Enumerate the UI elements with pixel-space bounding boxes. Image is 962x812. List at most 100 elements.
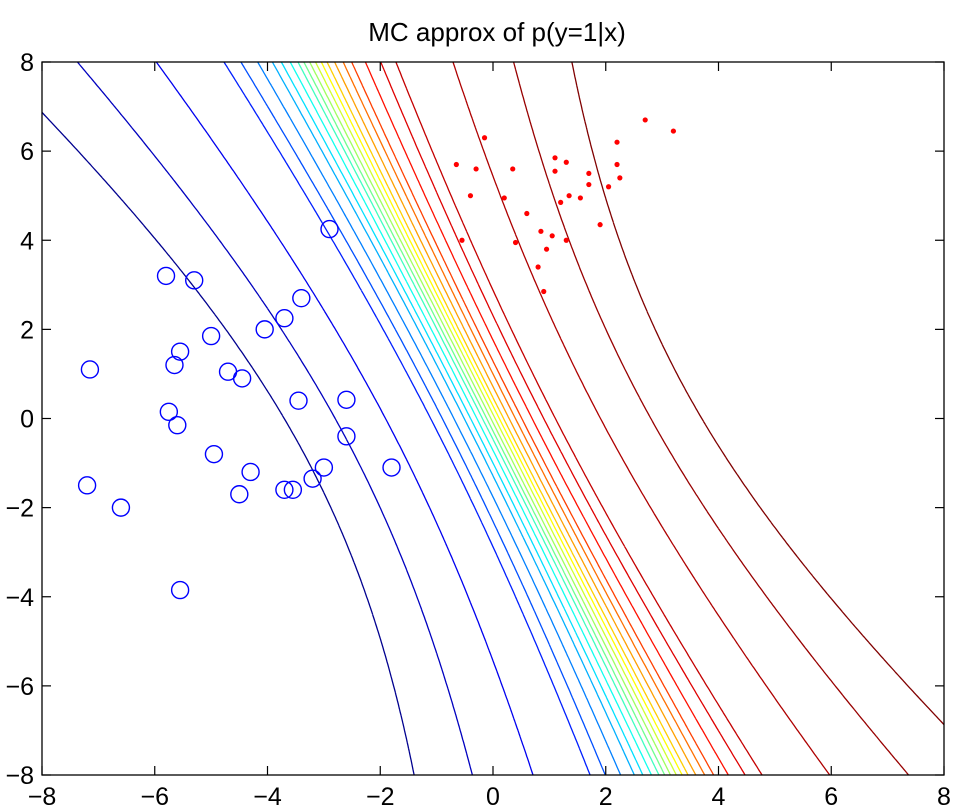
contour-level <box>309 62 672 775</box>
class-1-point <box>563 159 569 165</box>
contour-level <box>395 62 763 775</box>
contour-level <box>42 111 415 775</box>
class-1-point <box>597 222 603 228</box>
y-tick-label: 4 <box>20 227 34 255</box>
contour-level <box>334 62 697 775</box>
y-tick-label: 0 <box>20 406 34 434</box>
class-0-point <box>159 402 179 422</box>
y-tick-label: −2 <box>5 495 34 523</box>
contour-level <box>240 62 606 775</box>
class-1-point <box>541 288 547 295</box>
class-0-point <box>292 288 311 308</box>
class-1-point <box>552 168 558 174</box>
plot-frame <box>41 61 945 776</box>
contour-level <box>257 62 622 775</box>
x-tick-label: −4 <box>253 783 282 811</box>
class-0-point <box>283 480 303 499</box>
class-1-point <box>617 175 623 181</box>
contour-level <box>342 62 706 775</box>
class-0-point <box>80 360 100 379</box>
contour-level <box>571 62 944 726</box>
class-1-point <box>481 135 488 141</box>
class-0-point <box>165 355 184 375</box>
class-0-point <box>156 266 176 286</box>
class-1-point <box>558 199 564 205</box>
contour-level <box>364 62 729 775</box>
class-0-point <box>275 480 294 499</box>
class-0-point <box>275 309 294 328</box>
x-tick-label: 8 <box>937 783 951 811</box>
contour-level <box>314 62 677 775</box>
class-0-point <box>255 320 274 339</box>
contour-lines <box>42 62 944 775</box>
class-1-point <box>614 139 620 145</box>
class-1-point <box>524 210 530 217</box>
class-1-point <box>586 170 592 177</box>
contour-level <box>155 62 534 775</box>
class-0-point <box>289 391 308 410</box>
class-0-point <box>232 369 252 388</box>
y-tick-label: 8 <box>20 49 34 77</box>
contour-level <box>303 62 666 775</box>
class-1-point <box>566 193 572 199</box>
class-1-point <box>501 195 507 201</box>
class-0-point <box>111 498 131 517</box>
class-0-point <box>201 326 221 346</box>
class-1-point <box>512 239 519 246</box>
contour-level <box>289 62 652 775</box>
y-tick-label: 2 <box>20 316 34 344</box>
class-1-point <box>473 166 479 172</box>
class-1-point <box>563 237 569 243</box>
class-1-point <box>459 237 465 243</box>
class-1-point <box>552 155 558 161</box>
class-0-point <box>170 580 190 600</box>
class-1-point <box>538 228 544 234</box>
class-1-point <box>549 233 555 239</box>
class-1-point <box>614 161 620 168</box>
contour-level <box>223 62 591 775</box>
class-1-point <box>670 128 677 134</box>
contour-level <box>452 62 831 775</box>
y-tick-label: −8 <box>5 762 34 790</box>
class-0-point <box>320 219 339 239</box>
contour-level <box>280 62 644 775</box>
class-1-point <box>510 166 516 172</box>
class-0-point <box>303 469 322 488</box>
class-1-point <box>605 184 612 190</box>
class-1-point <box>467 193 474 199</box>
x-tick-label: 0 <box>486 783 500 811</box>
class-0-point <box>337 390 356 409</box>
class-1-point <box>453 161 459 168</box>
class-1-point <box>586 181 592 188</box>
contour-level <box>380 62 746 775</box>
class-0-point <box>204 444 224 464</box>
contour-level <box>76 62 474 775</box>
contour-level <box>512 62 910 775</box>
x-tick-label: 4 <box>712 783 726 811</box>
axes: −8 −6 −4 −2 0 2 4 6 8 −8 −6 −4 −2 0 2 4 6 8 <box>5 49 950 811</box>
class-1-point <box>642 117 648 123</box>
contour-level <box>326 62 689 775</box>
x-tick-label: −2 <box>366 783 395 811</box>
contour-level <box>271 62 635 775</box>
class-0-point <box>337 427 356 446</box>
x-tick-label: 6 <box>824 783 838 811</box>
class-1-point <box>535 264 541 270</box>
contour-level <box>320 62 683 775</box>
x-tick-label: −8 <box>28 783 57 811</box>
contour-level <box>351 62 715 775</box>
data-points <box>77 117 677 600</box>
class-0-point <box>168 415 187 435</box>
class-1-point <box>543 246 550 252</box>
class-0-point <box>170 342 190 361</box>
contour-level <box>297 62 660 775</box>
x-tick-label: −6 <box>140 783 169 811</box>
y-tick-label: −6 <box>5 673 34 701</box>
x-tick-label: 2 <box>599 783 613 811</box>
class-0-point <box>77 476 97 495</box>
chart-title: MC approx of p(y=1|x) <box>368 17 625 47</box>
class-0-point <box>230 485 249 504</box>
y-tick-label: −4 <box>5 584 34 612</box>
y-tick-label: 6 <box>20 138 34 166</box>
